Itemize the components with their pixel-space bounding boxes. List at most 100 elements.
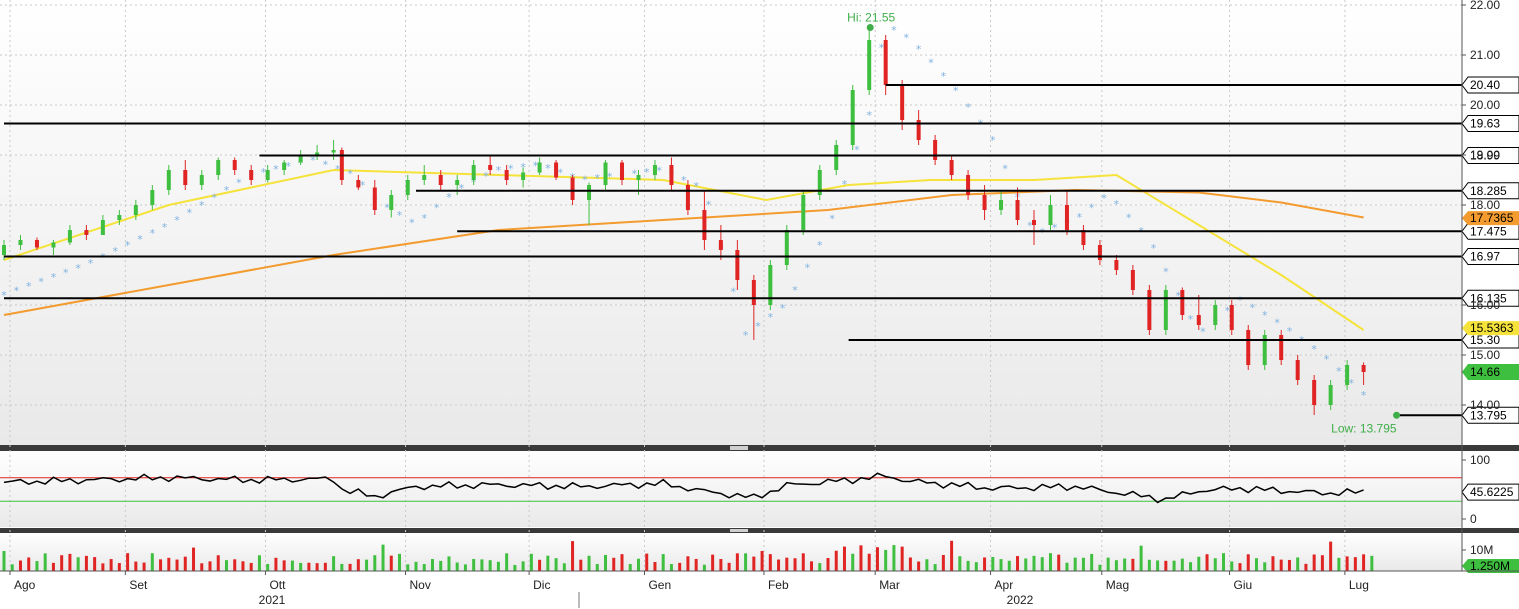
sar-marker: *	[51, 271, 57, 284]
volume-bar	[315, 563, 319, 571]
candle	[587, 182, 592, 225]
candle	[117, 210, 122, 225]
candle	[1229, 300, 1234, 335]
candle-body	[999, 200, 1004, 210]
volume-bar	[917, 561, 921, 571]
candle-body	[1312, 380, 1317, 405]
volume-bar	[1131, 558, 1135, 571]
moving-average-line	[3, 168, 1365, 331]
candle	[966, 170, 971, 200]
candle	[834, 140, 839, 175]
sar-marker: *	[483, 170, 489, 183]
candle-body	[652, 165, 657, 175]
candle-body	[1180, 290, 1185, 315]
candle-body	[982, 195, 987, 210]
volume-bar	[208, 561, 212, 571]
volume-bar	[1098, 564, 1102, 571]
candle	[751, 275, 756, 340]
level-tag	[1461, 248, 1519, 265]
sar-marker: *	[1250, 302, 1256, 315]
volume-bar	[859, 545, 863, 571]
sar-marker: *	[496, 164, 502, 177]
volume-bar	[645, 553, 649, 571]
volume-bar	[1238, 563, 1242, 571]
sar-marker: *	[112, 245, 118, 258]
volume-bar	[1329, 541, 1333, 571]
volume-bar	[694, 558, 698, 571]
candle-body	[34, 240, 39, 248]
sar-marker: *	[1, 289, 7, 302]
candle-body	[834, 145, 839, 170]
month-label: Dic	[533, 578, 550, 592]
volume-bar	[241, 561, 245, 571]
volume-bar	[1024, 558, 1028, 571]
volume-bar	[1370, 555, 1374, 571]
sar-marker: *	[335, 163, 341, 176]
sar-marker: *	[273, 163, 279, 176]
candle	[438, 170, 443, 190]
volume-bar	[1246, 554, 1250, 571]
sar-marker: *	[1175, 289, 1181, 302]
candle-body	[768, 265, 773, 305]
candle	[1081, 225, 1086, 250]
volume-bar	[1263, 562, 1267, 571]
sar-marker: *	[1287, 325, 1293, 338]
level-label: 16.97	[1470, 250, 1500, 264]
panel-separator	[0, 528, 1519, 533]
candle	[1361, 362, 1366, 385]
candle-body	[67, 230, 72, 243]
volume-bar	[60, 555, 64, 571]
candle	[298, 150, 303, 165]
sar-marker: *	[446, 191, 452, 204]
candle	[199, 170, 204, 190]
oscillator-value-label: 45.6225	[1470, 485, 1514, 499]
sar-marker: *	[768, 311, 774, 324]
volume-bar	[513, 564, 517, 571]
candle-body	[282, 162, 287, 170]
volume-bar	[1156, 560, 1160, 571]
candle	[900, 80, 905, 130]
volume-bar	[51, 562, 55, 571]
candle	[850, 85, 855, 150]
candle-body	[603, 162, 608, 185]
candle	[339, 147, 344, 185]
candle	[405, 175, 410, 200]
sar-marker: *	[1188, 313, 1194, 326]
volume-bar	[842, 546, 846, 571]
volume-bar	[1189, 562, 1193, 571]
volume-bar	[1230, 561, 1234, 571]
volume-bar	[356, 559, 360, 571]
candle-body	[751, 280, 756, 305]
candle-body	[315, 152, 320, 155]
candle	[620, 160, 624, 185]
candle-body	[784, 230, 789, 265]
sar-marker: *	[187, 207, 193, 220]
level-tag	[1461, 76, 1519, 94]
sar-marker: *	[545, 162, 551, 175]
candle	[1032, 210, 1036, 245]
candle	[1163, 285, 1168, 335]
sar-marker: *	[1089, 202, 1095, 215]
candle	[702, 190, 707, 250]
candle	[1345, 360, 1350, 390]
volume-bar	[332, 556, 336, 571]
month-label: Set	[129, 578, 148, 592]
candle-body	[471, 165, 476, 180]
ma-value-tag	[1462, 211, 1519, 226]
candle-body	[817, 170, 822, 195]
volume-bar	[711, 554, 715, 571]
candle	[372, 180, 377, 215]
volume-bar	[1048, 553, 1052, 571]
last-price-tag	[1462, 364, 1519, 380]
level-label: 19.63	[1470, 117, 1500, 131]
sar-marker: *	[459, 182, 465, 195]
candle-body	[1147, 290, 1152, 330]
candle-body	[867, 40, 872, 90]
volume-bar	[810, 561, 814, 571]
volume-bar	[414, 561, 418, 571]
price-tick-label: 15.00	[1470, 348, 1500, 362]
sar-marker: *	[879, 42, 885, 55]
volume-bar	[274, 557, 278, 571]
sar-marker: *	[508, 163, 514, 176]
